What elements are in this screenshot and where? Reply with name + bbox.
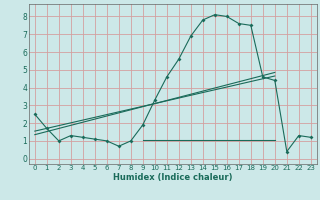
X-axis label: Humidex (Indice chaleur): Humidex (Indice chaleur) — [113, 173, 233, 182]
